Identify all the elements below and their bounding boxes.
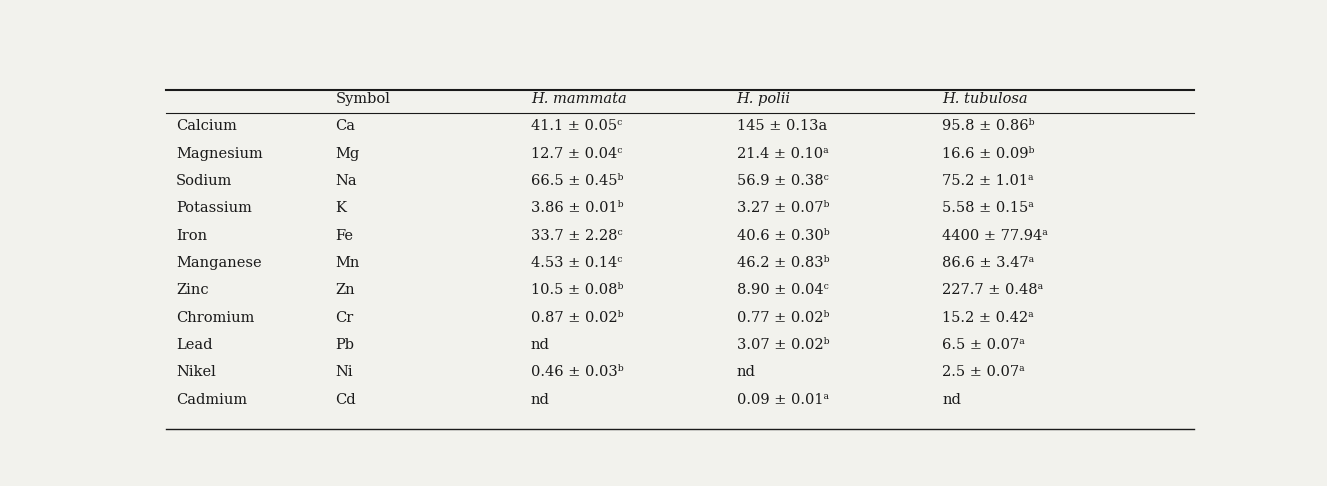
Text: 145 ± 0.13a: 145 ± 0.13a bbox=[736, 120, 827, 134]
Text: 6.5 ± 0.07ᵃ: 6.5 ± 0.07ᵃ bbox=[942, 338, 1026, 352]
Text: 41.1 ± 0.05ᶜ: 41.1 ± 0.05ᶜ bbox=[531, 120, 622, 134]
Text: 5.58 ± 0.15ᵃ: 5.58 ± 0.15ᵃ bbox=[942, 201, 1034, 215]
Text: Nikel: Nikel bbox=[176, 365, 216, 379]
Text: Cadmium: Cadmium bbox=[176, 393, 247, 407]
Text: 15.2 ± 0.42ᵃ: 15.2 ± 0.42ᵃ bbox=[942, 311, 1034, 325]
Text: 66.5 ± 0.45ᵇ: 66.5 ± 0.45ᵇ bbox=[531, 174, 624, 188]
Text: Manganese: Manganese bbox=[176, 256, 261, 270]
Text: 21.4 ± 0.10ᵃ: 21.4 ± 0.10ᵃ bbox=[736, 147, 828, 161]
Text: Pb: Pb bbox=[336, 338, 354, 352]
Text: 3.07 ± 0.02ᵇ: 3.07 ± 0.02ᵇ bbox=[736, 338, 829, 352]
Text: nd: nd bbox=[531, 393, 549, 407]
Text: 75.2 ± 1.01ᵃ: 75.2 ± 1.01ᵃ bbox=[942, 174, 1034, 188]
Text: Ca: Ca bbox=[336, 120, 356, 134]
Text: 86.6 ± 3.47ᵃ: 86.6 ± 3.47ᵃ bbox=[942, 256, 1035, 270]
Text: 2.5 ± 0.07ᵃ: 2.5 ± 0.07ᵃ bbox=[942, 365, 1024, 379]
Text: Fe: Fe bbox=[336, 229, 353, 243]
Text: Na: Na bbox=[336, 174, 357, 188]
Text: Cr: Cr bbox=[336, 311, 354, 325]
Text: 16.6 ± 0.09ᵇ: 16.6 ± 0.09ᵇ bbox=[942, 147, 1035, 161]
Text: Sodium: Sodium bbox=[176, 174, 232, 188]
Text: Ni: Ni bbox=[336, 365, 353, 379]
Text: Zn: Zn bbox=[336, 283, 356, 297]
Text: 10.5 ± 0.08ᵇ: 10.5 ± 0.08ᵇ bbox=[531, 283, 624, 297]
Text: 8.90 ± 0.04ᶜ: 8.90 ± 0.04ᶜ bbox=[736, 283, 828, 297]
Text: 4.53 ± 0.14ᶜ: 4.53 ± 0.14ᶜ bbox=[531, 256, 622, 270]
Text: H. polii: H. polii bbox=[736, 92, 791, 106]
Text: Mg: Mg bbox=[336, 147, 360, 161]
Text: 40.6 ± 0.30ᵇ: 40.6 ± 0.30ᵇ bbox=[736, 229, 829, 243]
Text: 3.86 ± 0.01ᵇ: 3.86 ± 0.01ᵇ bbox=[531, 201, 624, 215]
Text: Chromium: Chromium bbox=[176, 311, 255, 325]
Text: H. mammata: H. mammata bbox=[531, 92, 626, 106]
Text: 4400 ± 77.94ᵃ: 4400 ± 77.94ᵃ bbox=[942, 229, 1048, 243]
Text: 0.77 ± 0.02ᵇ: 0.77 ± 0.02ᵇ bbox=[736, 311, 829, 325]
Text: H. tubulosa: H. tubulosa bbox=[942, 92, 1028, 106]
Text: nd: nd bbox=[531, 338, 549, 352]
Text: K: K bbox=[336, 201, 346, 215]
Text: 227.7 ± 0.48ᵃ: 227.7 ± 0.48ᵃ bbox=[942, 283, 1043, 297]
Text: Mn: Mn bbox=[336, 256, 360, 270]
Text: Symbol: Symbol bbox=[336, 92, 390, 106]
Text: Calcium: Calcium bbox=[176, 120, 238, 134]
Text: Potassium: Potassium bbox=[176, 201, 252, 215]
Text: nd: nd bbox=[736, 365, 755, 379]
Text: 12.7 ± 0.04ᶜ: 12.7 ± 0.04ᶜ bbox=[531, 147, 622, 161]
Text: 46.2 ± 0.83ᵇ: 46.2 ± 0.83ᵇ bbox=[736, 256, 829, 270]
Text: 0.46 ± 0.03ᵇ: 0.46 ± 0.03ᵇ bbox=[531, 365, 624, 379]
Text: 33.7 ± 2.28ᶜ: 33.7 ± 2.28ᶜ bbox=[531, 229, 622, 243]
Text: Lead: Lead bbox=[176, 338, 212, 352]
Text: 56.9 ± 0.38ᶜ: 56.9 ± 0.38ᶜ bbox=[736, 174, 828, 188]
Text: Cd: Cd bbox=[336, 393, 356, 407]
Text: 3.27 ± 0.07ᵇ: 3.27 ± 0.07ᵇ bbox=[736, 201, 829, 215]
Text: 95.8 ± 0.86ᵇ: 95.8 ± 0.86ᵇ bbox=[942, 120, 1035, 134]
Text: Zinc: Zinc bbox=[176, 283, 208, 297]
Text: Magnesium: Magnesium bbox=[176, 147, 263, 161]
Text: 0.87 ± 0.02ᵇ: 0.87 ± 0.02ᵇ bbox=[531, 311, 624, 325]
Text: Iron: Iron bbox=[176, 229, 207, 243]
Text: nd: nd bbox=[942, 393, 961, 407]
Text: 0.09 ± 0.01ᵃ: 0.09 ± 0.01ᵃ bbox=[736, 393, 829, 407]
